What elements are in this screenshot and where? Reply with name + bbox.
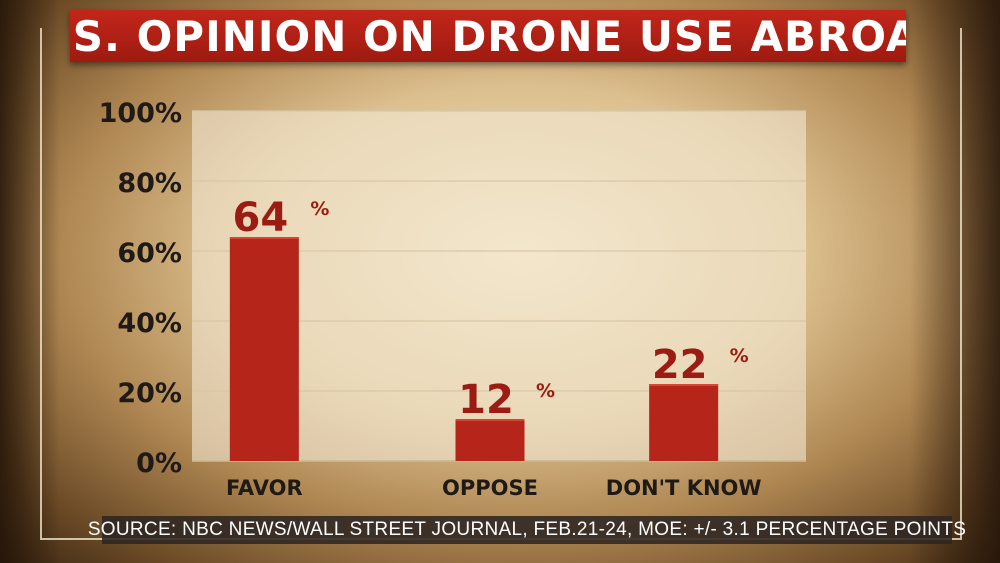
y-tick-label: 60% bbox=[117, 238, 182, 269]
data-label: 22 bbox=[652, 342, 708, 388]
chart-title: U.S. OPINION ON DRONE USE ABROAD bbox=[70, 12, 906, 61]
source-bar: SOURCE: NBC NEWS/WALL STREET JOURNAL, FE… bbox=[88, 516, 966, 544]
y-tick-label: 100% bbox=[99, 98, 182, 129]
title-banner: U.S. OPINION ON DRONE USE ABROAD bbox=[70, 10, 906, 62]
bar bbox=[649, 384, 719, 461]
background-vignette-left bbox=[0, 0, 60, 563]
x-category-label: DON'T KNOW bbox=[606, 476, 762, 500]
y-tick-label: 20% bbox=[117, 378, 182, 409]
bar-highlight bbox=[229, 237, 299, 239]
x-category-label: FAVOR bbox=[226, 476, 303, 500]
x-category-label: OPPOSE bbox=[442, 476, 538, 500]
data-label-suffix: % bbox=[310, 198, 329, 220]
data-label-suffix: % bbox=[536, 380, 555, 402]
background-vignette-right bbox=[910, 0, 1000, 563]
bar bbox=[455, 419, 525, 461]
bar bbox=[229, 237, 299, 461]
y-tick-label: 80% bbox=[117, 168, 182, 199]
data-label: 64 bbox=[232, 195, 288, 241]
bar-highlight bbox=[455, 419, 525, 421]
data-label-suffix: % bbox=[730, 345, 749, 367]
bar-highlight bbox=[649, 384, 719, 386]
chart-panel: U.S. OPINION ON DRONE USE ABROAD bbox=[40, 10, 962, 540]
source-note: SOURCE: NBC NEWS/WALL STREET JOURNAL, FE… bbox=[87, 519, 967, 540]
y-tick-label: 40% bbox=[117, 308, 182, 339]
y-tick-label: 0% bbox=[136, 448, 182, 479]
data-label: 12 bbox=[458, 377, 514, 423]
